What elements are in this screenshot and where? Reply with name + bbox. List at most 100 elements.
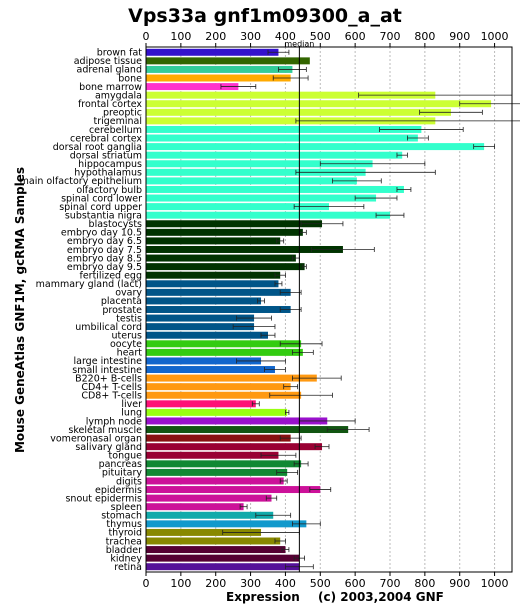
bar [146,417,328,425]
bar [146,263,305,271]
category-label: spinal cord lower [61,193,142,204]
category-label: olfactory bulb [76,185,142,196]
category-label: kidney [110,553,142,564]
x-tick-label-top: 100 [170,30,191,43]
bar [146,220,323,228]
x-tick-label-bottom: 0 [143,577,150,590]
bar [146,91,436,99]
bar [146,331,268,339]
category-label: bladder [106,545,142,556]
category-label: bone [118,73,142,84]
category-label: dorsal striatum [70,150,142,161]
category-label: umbilical cord [75,322,142,333]
category-label: thymus [106,519,142,530]
category-label: ovary [115,288,142,299]
category-label: amygdala [95,90,142,101]
bar [146,237,281,245]
category-label: trachea [106,536,142,547]
x-tick-label-top: 500 [310,30,331,43]
x-tick-label-bottom: 500 [310,577,331,590]
bar [146,280,279,288]
x-tick-label-top: 800 [414,30,435,43]
category-label: embryo day 9.5 [67,262,142,273]
category-label: prostate [102,305,142,316]
bar [146,494,272,502]
x-axis-label: Expression [226,590,300,604]
category-label: placenta [101,296,142,307]
bar [146,297,262,305]
x-tick-label-top: 400 [275,30,296,43]
bar [146,348,303,356]
bar [146,391,302,399]
chart-title: Vps33a gnf1m09300_a_at [128,5,402,27]
grid [180,47,496,572]
category-label: bone marrow [79,82,142,93]
bar [146,143,485,151]
category-label: fertilized egg [79,271,142,282]
bar [146,151,403,159]
x-tick-label-bottom: 300 [240,577,261,590]
category-label: thyroid [108,528,142,539]
category-label: epidermis [95,485,142,496]
bar [146,314,255,322]
category-label: blastocysts [89,219,142,230]
category-label: tongue [109,451,143,462]
category-label: pancreas [99,459,142,470]
category-label: small intestine [72,365,142,376]
category-label: trigeminal [93,116,142,127]
bar [146,546,286,554]
bar [146,168,366,176]
x-tick-label-bottom: 700 [380,577,401,590]
category-label: B220+ B-cells [75,373,142,384]
category-label: preoptic [103,108,142,119]
median-label: median [284,40,314,49]
category-label: embryo day 8.5 [67,253,142,264]
category-label: cerebral cortex [70,133,142,144]
x-tick-label-top: 900 [449,30,470,43]
category-label: oocyte [110,339,142,350]
category-label: uterus [112,331,143,342]
bar [146,203,329,211]
bar [146,408,288,416]
bar [146,511,274,519]
bar [146,108,451,116]
x-ticks: 0 0 100 100 200 200 300 300 400 400 500 500 600 600 70… [143,30,509,590]
category-label: digits [116,476,142,487]
bar [146,245,343,253]
x-tick-label-top: 700 [380,30,401,43]
category-label: CD4+ T-cells [81,382,142,393]
category-label: hippocampus [78,159,142,170]
category-label: embryo day 10.5 [61,228,142,239]
category-label: frontal cortex [78,99,142,110]
bar [146,426,349,434]
bar [146,323,255,331]
bar [146,57,310,65]
category-label: stomach [101,511,142,522]
bar [146,134,418,142]
bar [146,366,275,374]
x-tick-label-bottom: 200 [205,577,226,590]
bar [146,460,302,468]
category-label: embryo day 6.5 [67,236,142,247]
bar [146,288,291,296]
bar [146,451,279,459]
bar [146,340,302,348]
y-axis-label: Mouse GeneAtlas GNF1M, gcRMA Samples [13,167,27,453]
category-label: vomeronasal organ [50,433,142,444]
bar [146,194,377,202]
category-label: brown fat [97,48,143,59]
x-tick-label-top: 600 [345,30,366,43]
category-label: CD8+ T-cells [81,391,142,402]
category-label: adrenal gland [77,65,142,76]
x-tick-label-top: 0 [143,30,150,43]
category-label: retina [114,562,142,573]
category-label: large intestine [73,356,142,367]
category-label: spleen [111,502,142,513]
x-tick-label-bottom: 600 [345,577,366,590]
bar [146,160,373,168]
category-label: mammary gland (lact) [36,279,142,290]
x-tick-label-bottom: 1000 [481,577,509,590]
bar [146,125,422,133]
